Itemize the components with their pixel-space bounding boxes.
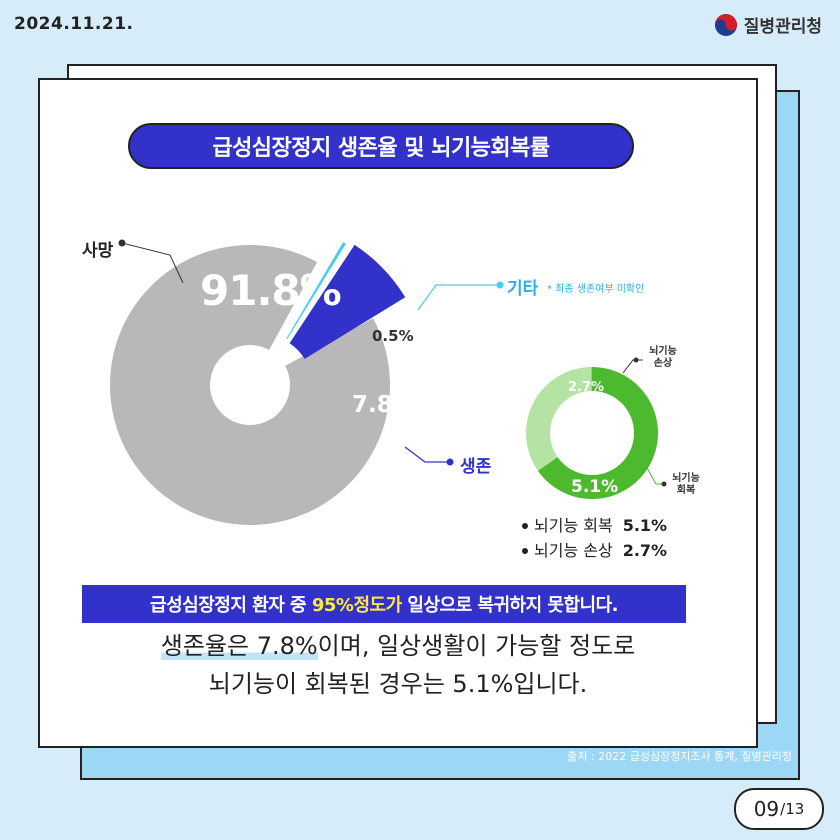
page-indicator: 09/13 (734, 788, 824, 830)
category-label-other: 기타 (507, 279, 539, 299)
leader-dot-brain-damage (633, 357, 639, 363)
leader-dot-death (118, 239, 126, 247)
legend-item-damage: 뇌기능 손상 2.7% (522, 538, 667, 563)
pct-label-survive: 7.8% (352, 392, 416, 418)
legend-value: 5.1% (622, 516, 668, 535)
slice-survive (289, 244, 406, 359)
legend-label: 뇌기능 회복 (534, 516, 613, 535)
highlight-banner: 급성심장정지 환자 중 95%정도가 일상으로 복귀하지 못합니다. (82, 585, 686, 623)
pct-label-brain-damage: 2.7% (568, 380, 605, 395)
banner-highlight: 95%정도가 (311, 595, 402, 616)
leader-line-survive (404, 446, 450, 463)
legend-item-recover: 뇌기능 회복 5.1% (522, 513, 667, 538)
summary-line2: 뇌기능이 회복된 경우는 5.1%입니다. (208, 670, 588, 698)
pct-label-other: 0.5% (372, 327, 414, 345)
summary-text: 생존율은 7.8%이며, 일상생활이 가능할 정도로 뇌기능이 회복된 경우는 … (60, 627, 736, 703)
brain-damage-line1: 뇌기능 (649, 346, 677, 357)
pct-label-death: 91.8% (200, 266, 342, 315)
bullet-icon (522, 547, 528, 554)
slice-brain-damage (526, 367, 592, 471)
category-label-brain-damage: 뇌기능 손상 (646, 346, 680, 370)
page-title: 급성심장정지 생존율 및 뇌기능회복률 (128, 123, 634, 169)
bullet-icon (522, 522, 528, 529)
summary-line1-rest: 이며, 일상생활이 가능할 정도로 (317, 632, 636, 660)
taegeuk-icon (714, 13, 737, 36)
pct-label-brain-recover: 5.1% (571, 477, 619, 497)
brain-recover-line2: 회복 (676, 485, 696, 496)
leader-dot-survive (446, 458, 454, 466)
agency-logo: 질병관리청 (714, 12, 822, 37)
summary-underlined: 생존율은 7.8% (160, 632, 318, 660)
leader-line-brain-recover (645, 465, 666, 485)
slice-other (286, 242, 346, 340)
legend-value: 2.7% (622, 541, 668, 560)
leader-dot-other (496, 281, 504, 289)
brain-recover-line1: 뇌기능 (672, 473, 700, 484)
page-total: /13 (780, 800, 805, 818)
other-note: * 최종 생존여부 미확인 (547, 284, 645, 295)
source-note: 출처 : 2022 급성심장정지조사 통계, 질병관리청 (567, 750, 792, 763)
leader-line-death (121, 242, 184, 284)
banner-pre: 급성심장정지 환자 중 (150, 595, 312, 616)
agency-name: 질병관리청 (743, 17, 822, 37)
brain-damage-line2: 손상 (653, 358, 673, 369)
date-label: 2024.11.21. (14, 14, 134, 34)
banner-post: 일상으로 복귀하지 못합니다. (401, 595, 618, 616)
legend: 뇌기능 회복 5.1% 뇌기능 손상 2.7% (522, 513, 667, 563)
category-label-survive: 생존 (460, 457, 492, 477)
legend-label: 뇌기능 손상 (534, 541, 613, 560)
category-label-death: 사망 (82, 241, 114, 261)
slice-death (109, 245, 390, 525)
page-current: 09 (753, 797, 780, 821)
slice-brain-recover (537, 367, 658, 500)
leader-line-other (417, 284, 500, 311)
category-label-brain-recover: 뇌기능 회복 (669, 473, 703, 497)
leader-dot-brain-recover (661, 481, 667, 487)
leader-line-brain-damage (622, 359, 643, 374)
